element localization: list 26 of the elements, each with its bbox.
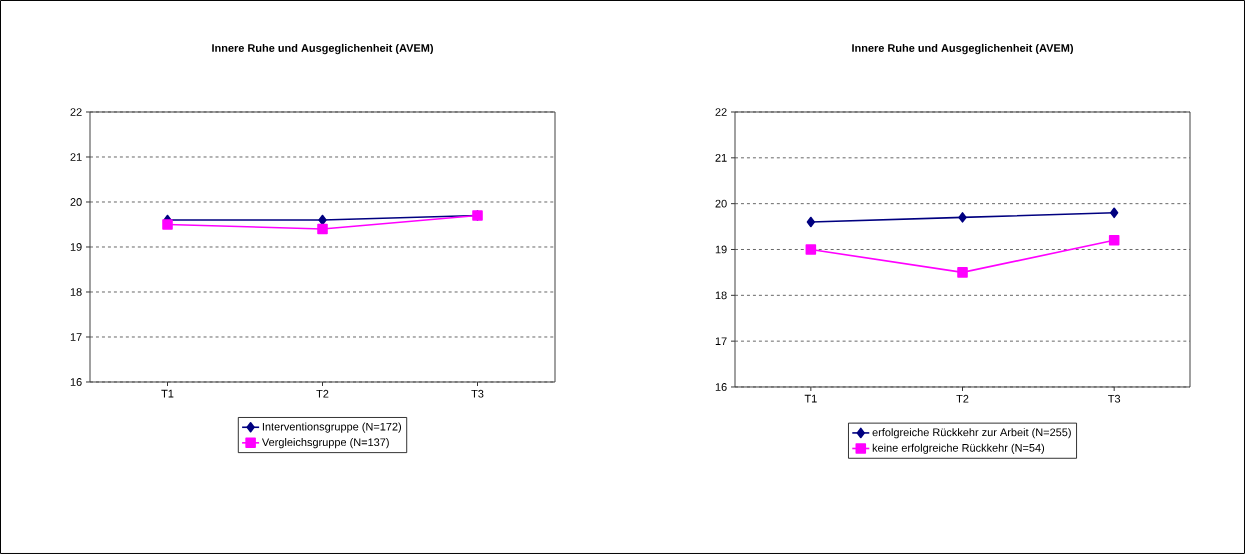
legend-label: Interventionsgruppe (N=172)	[262, 422, 402, 433]
legend-label: erfolgreiche Rückkehr zur Arbeit (N=255)	[872, 428, 1071, 439]
y-tick-label: 17	[70, 333, 82, 341]
x-tick-label: T3	[1108, 394, 1121, 403]
y-tick-label: 17	[715, 337, 727, 345]
y-tick-label: 21	[715, 154, 727, 162]
y-tick-label: 19	[70, 243, 82, 251]
chart-title: Innere Ruhe und Ausgeglichenheit (AVEM)	[212, 43, 433, 55]
x-tick-label: T2	[316, 389, 329, 398]
y-tick-label: 20	[715, 199, 727, 208]
y-tick-label: 18	[715, 291, 727, 300]
y-tick-label: 22	[70, 108, 82, 116]
y-tick-label: 20	[70, 198, 82, 206]
legend-label: Vergleichsgruppe (N=137)	[261, 438, 389, 449]
x-tick-label: T1	[804, 394, 817, 403]
y-tick-label: 16	[715, 383, 727, 391]
x-tick-label: T1	[161, 389, 174, 398]
x-tick-label: T3	[471, 389, 484, 398]
x-tick-label: T2	[956, 394, 969, 403]
y-tick-label: 16	[70, 378, 82, 386]
chart-title: Innere Ruhe und Ausgeglichenheit (AVEM)	[852, 43, 1073, 55]
y-tick-label: 22	[715, 108, 727, 116]
y-tick-label: 18	[70, 288, 82, 296]
y-tick-label: 21	[70, 153, 82, 161]
legend-label: keine erfolgreiche Rückkehr (N=54)	[872, 443, 1045, 454]
y-tick-label: 19	[715, 245, 727, 254]
